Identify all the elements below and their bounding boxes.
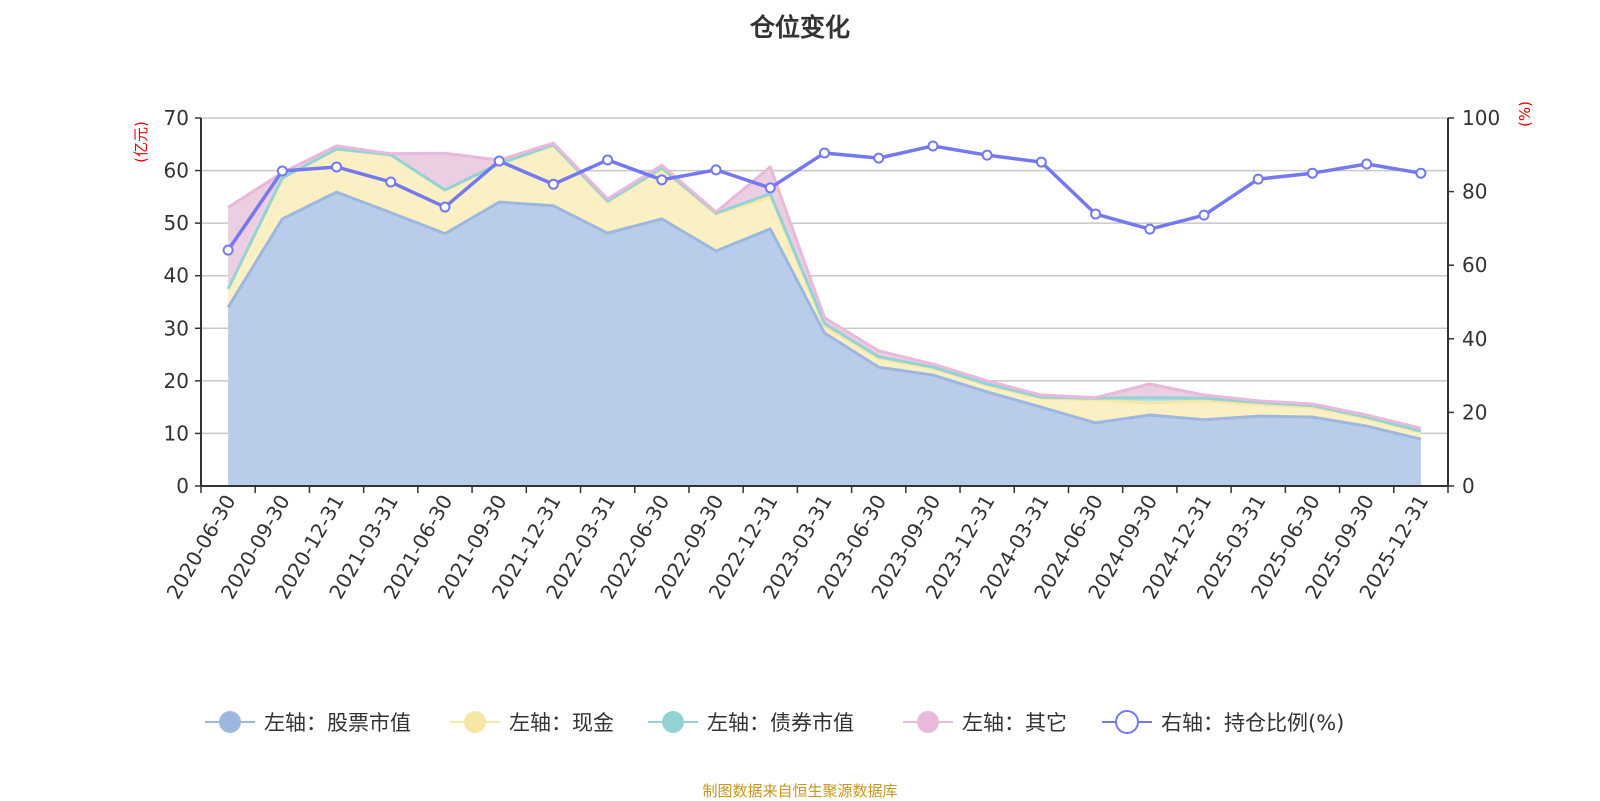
- data-point-ratio: [547, 178, 559, 190]
- data-point-ratio: [385, 176, 397, 188]
- left-axis-tick-label: 60: [164, 159, 189, 183]
- data-point-ratio: [710, 164, 722, 176]
- left-axis-tick-label: 70: [164, 106, 189, 130]
- right-axis-tick-label: 80: [1462, 180, 1487, 204]
- right-axis-unit: (%): [1516, 101, 1534, 127]
- data-point-ratio: [1035, 156, 1047, 168]
- legend-item[interactable]: 右轴：持仓比例(%): [1161, 711, 1344, 735]
- data-source-note: 制图数据来自恒生聚源数据库: [702, 782, 898, 800]
- legend-item[interactable]: 左轴：现金: [509, 711, 614, 735]
- legend-item[interactable]: 左轴：债券市值: [707, 711, 854, 735]
- data-point-ratio: [1252, 173, 1264, 185]
- area-左轴：现金: [228, 145, 1421, 440]
- data-point-ratio: [819, 147, 830, 159]
- data-point-ratio: [1361, 158, 1373, 170]
- legend-marker-icon: [662, 711, 684, 733]
- data-point-ratio: [493, 155, 505, 167]
- legend-marker-icon: [1115, 710, 1139, 734]
- data-point-ratio: [1090, 208, 1102, 220]
- left-axis-tick-label: 10: [164, 421, 189, 445]
- left-axis-tick-label: 40: [164, 264, 189, 288]
- series-line-左轴：股票市值: [226, 190, 1422, 441]
- data-point-ratio: [276, 165, 288, 177]
- legend-marker-icon: [917, 711, 939, 733]
- series-line-左轴：债券市值: [226, 143, 1422, 433]
- right-axis-tick-label: 20: [1462, 400, 1487, 424]
- chart-title: 仓位变化: [749, 13, 850, 42]
- left-axis-tick-label: 0: [176, 474, 189, 498]
- data-point-ratio: [1415, 167, 1427, 179]
- data-point-ratio: [1198, 209, 1210, 221]
- data-point-ratio: [927, 140, 939, 152]
- chart-canvas: 010203040506070020406080100(亿元)(%)2020-0…: [132, 101, 1534, 735]
- data-point-ratio: [1144, 223, 1156, 235]
- data-point-ratio: [602, 154, 614, 166]
- data-point-ratio: [873, 152, 885, 164]
- area-左轴：股票市值: [228, 192, 1421, 486]
- right-axis-tick-label: 60: [1462, 253, 1487, 277]
- data-point-ratio: [764, 182, 776, 194]
- left-axis-tick-label: 20: [164, 369, 189, 393]
- data-point-ratio: [656, 174, 668, 186]
- right-axis-tick-label: 100: [1462, 106, 1500, 130]
- left-axis-tick-label: 30: [164, 316, 189, 340]
- right-axis-tick-label: 0: [1462, 474, 1475, 498]
- left-axis-unit: (亿元): [132, 121, 150, 163]
- data-point-ratio: [439, 201, 451, 213]
- legend-item[interactable]: 左轴：其它: [962, 711, 1067, 735]
- legend-marker-icon: [464, 711, 486, 733]
- data-point-ratio: [331, 161, 343, 173]
- data-point-ratio: [981, 149, 993, 161]
- series-line-左轴：其它: [227, 141, 1422, 430]
- data-point-ratio: [1306, 167, 1318, 179]
- legend-marker-icon: [219, 711, 241, 733]
- right-axis-tick-label: 40: [1462, 327, 1487, 351]
- data-point-ratio: [222, 244, 234, 256]
- legend-item[interactable]: 左轴：股票市值: [264, 711, 411, 735]
- left-axis-tick-label: 50: [164, 211, 189, 235]
